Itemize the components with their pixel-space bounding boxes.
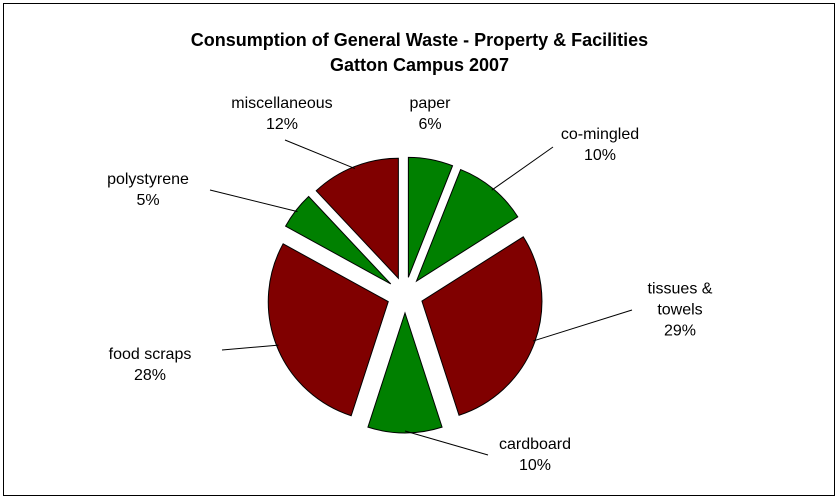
pie-slice [267, 243, 389, 417]
slice-label: cardboard 10% [480, 434, 590, 476]
category-label: polystyrene [107, 171, 189, 188]
value-label: 10% [583, 147, 617, 164]
pie-slice [407, 156, 454, 278]
slice-label: miscellaneous 12% [227, 93, 337, 135]
value-label: 12% [265, 116, 299, 133]
leader-line [491, 146, 554, 191]
category-label: tissues & towels [647, 280, 713, 319]
slice-label: polystyrene 5% [93, 169, 203, 211]
pie-slice [284, 195, 392, 285]
category-label: co-mingled [560, 126, 640, 143]
leader-line [284, 139, 356, 170]
value-label: 28% [133, 367, 167, 384]
slice-label: food scraps 28% [95, 344, 205, 386]
slice-label: paper 6% [375, 93, 485, 135]
slice-label: co-mingled 10% [545, 124, 655, 166]
chart-title: Consumption of General Waste - Property … [190, 30, 649, 50]
category-label: food scraps [108, 346, 192, 363]
value-label: 10% [518, 457, 552, 474]
leader-line [532, 309, 633, 342]
leader-line [209, 189, 298, 213]
pie-slice [367, 311, 443, 434]
category-label: miscellaneous [231, 95, 333, 112]
slice-label: tissues & towels 29% [625, 279, 735, 342]
category-label: cardboard [498, 436, 572, 453]
pie-slice [415, 168, 519, 283]
chart-subtitle: Gatton Campus 2007 [329, 55, 510, 75]
leader-line [221, 344, 279, 351]
category-label: paper [409, 95, 451, 112]
leader-line [404, 430, 489, 456]
value-label: 5% [136, 192, 160, 209]
value-label: 6% [418, 116, 442, 133]
value-label: 29% [663, 322, 697, 340]
pie-slice [315, 157, 399, 280]
pie-slice [421, 236, 543, 416]
